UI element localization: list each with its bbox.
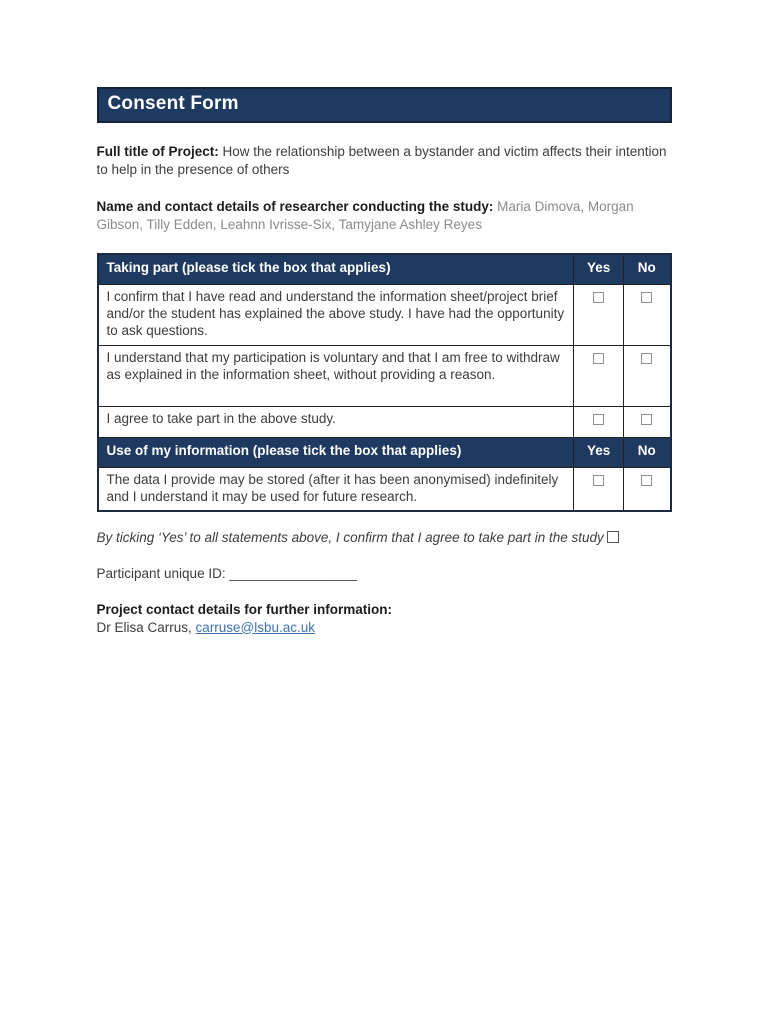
yes-column-header: Yes [573, 253, 625, 285]
no-checkbox[interactable] [641, 352, 653, 364]
no-cell [623, 283, 671, 346]
no-checkbox[interactable] [641, 474, 653, 486]
contact-heading: Project contact details for further info… [96, 602, 393, 617]
document-content: Consent Form Full title of Project: How … [96, 0, 672, 637]
confirmation-text: By ticking ‘Yes’ to all statements above… [96, 530, 604, 545]
table-row: The data I provide may be stored (after … [96, 466, 671, 512]
statement-text: The data I provide may be stored (after … [96, 466, 575, 512]
full-title-paragraph: Full title of Project: How the relations… [97, 143, 672, 178]
yes-checkbox[interactable] [593, 352, 605, 364]
participant-id-blank: ________________ [229, 566, 358, 581]
yes-cell [573, 283, 625, 346]
confirmation-line: By ticking ‘Yes’ to all statements above… [97, 530, 672, 545]
contact-email-link[interactable]: carruse@lsbu.ac.uk [195, 619, 316, 635]
table-row: I agree to take part in the above study. [96, 405, 671, 438]
yes-cell [573, 405, 625, 438]
yes-checkbox[interactable] [593, 291, 605, 303]
no-cell [623, 466, 671, 512]
researchers-names: Maria Dimova, Morgan Gibson, Tilly Edden… [96, 199, 634, 232]
no-checkbox[interactable] [641, 291, 653, 303]
no-cell [623, 405, 671, 438]
no-checkbox[interactable] [641, 413, 653, 425]
section-header-row: Taking part (please tick the box that ap… [96, 253, 671, 285]
page-title: Consent Form [107, 93, 239, 114]
no-column-header: No [623, 253, 671, 285]
contact-name: Dr Elisa Carrus, [96, 619, 192, 635]
no-cell [623, 344, 671, 407]
contact-line: Dr Elisa Carrus, carruse@lsbu.ac.uk [97, 619, 672, 637]
yes-checkbox[interactable] [593, 413, 605, 425]
researchers-paragraph: Name and contact details of researcher c… [97, 198, 672, 233]
confirm-checkbox[interactable] [606, 531, 619, 543]
yes-cell [573, 466, 625, 512]
participant-id-line: Participant unique ID: ________________ [97, 566, 672, 581]
section-header: Use of my information (please tick the b… [96, 436, 575, 468]
table-row: I understand that my participation is vo… [96, 344, 671, 407]
section-header: Taking part (please tick the box that ap… [96, 253, 575, 285]
researchers-label: Name and contact details of researcher c… [96, 199, 494, 214]
table-row: I confirm that I have read and understan… [96, 283, 671, 346]
yes-column-header: Yes [573, 436, 625, 468]
title-bar: Consent Form [96, 87, 672, 123]
yes-cell [573, 344, 625, 407]
section-header-row: Use of my information (please tick the b… [96, 436, 671, 468]
yes-checkbox[interactable] [593, 474, 605, 486]
participant-id-label: Participant unique ID: [96, 566, 226, 581]
no-column-header: No [623, 436, 671, 468]
consent-table: Taking part (please tick the box that ap… [96, 253, 672, 512]
full-title-label: Full title of Project: [96, 144, 219, 159]
statement-text: I agree to take part in the above study. [96, 405, 575, 438]
statement-text: I confirm that I have read and understan… [96, 283, 575, 346]
full-title-text: How the relationship between a bystander… [96, 144, 667, 177]
statement-text: I understand that my participation is vo… [96, 344, 575, 407]
